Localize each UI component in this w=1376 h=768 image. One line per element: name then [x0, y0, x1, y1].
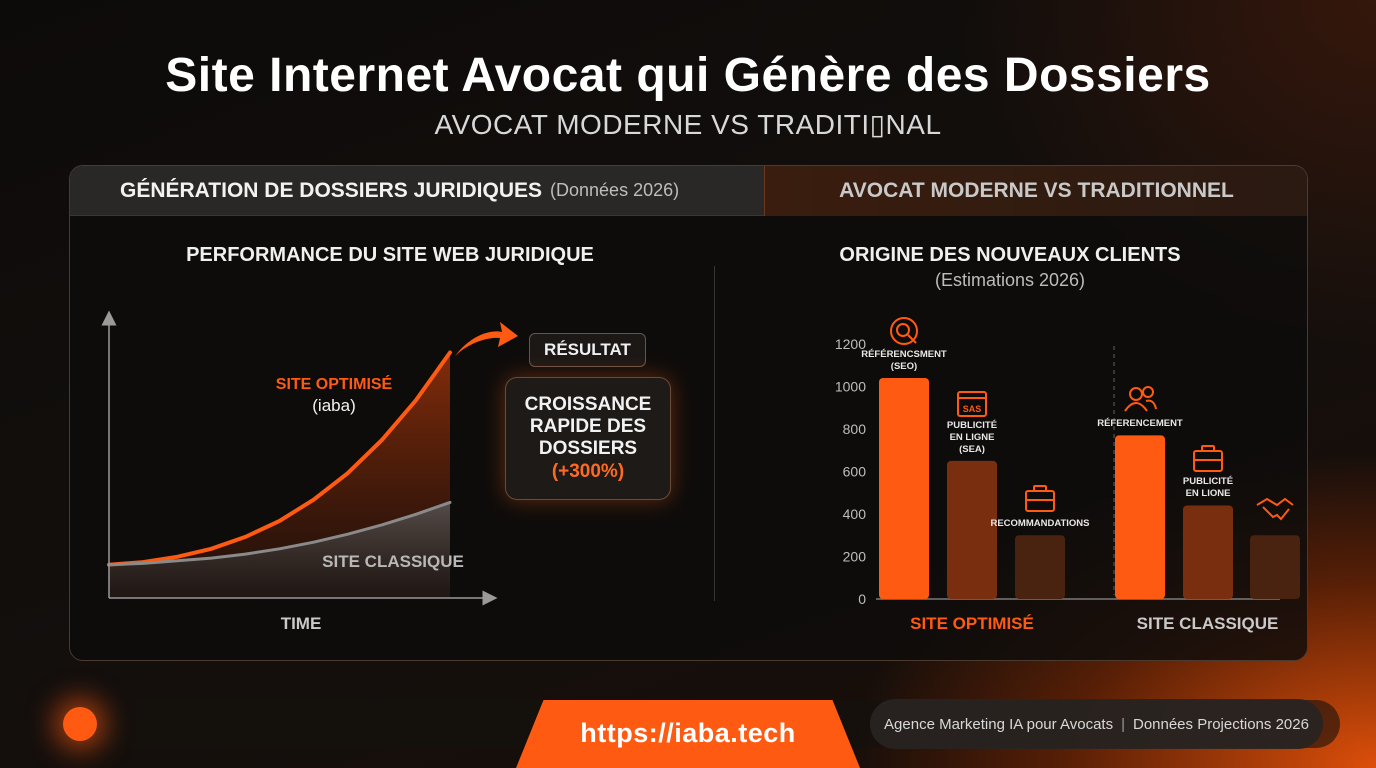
bar-label: (SEA)	[959, 444, 985, 455]
y-tick-label: 0	[858, 591, 866, 607]
y-tick-label: 1000	[835, 379, 866, 395]
result-line-3: DOSSIERS	[538, 437, 638, 459]
bar-label: EN LIGNE	[950, 432, 995, 443]
bar	[1250, 535, 1300, 599]
bar	[1015, 535, 1065, 599]
website-url[interactable]: https://iaba.tech	[580, 718, 796, 748]
result-line-2: RAPIDE DES	[529, 415, 647, 437]
bar	[879, 378, 929, 599]
url-tab-shape	[516, 700, 860, 768]
growth-x-label: TIME	[281, 614, 322, 633]
footer-tagline: Agence Marketing IA pour Avocats | Donné…	[870, 699, 1323, 749]
footer-tag-separator: |	[1121, 715, 1125, 733]
search-icon	[890, 317, 918, 345]
classic-area-line	[107, 500, 452, 567]
optimized-series-sub: (iaba)	[312, 396, 355, 415]
y-tick-label: 600	[843, 464, 867, 480]
website-link[interactable]: https://iaba.tech	[516, 700, 860, 768]
section-divider	[714, 266, 715, 601]
y-tick-label: 400	[843, 506, 867, 522]
comparison-panel: GÉNÉRATION DE DOSSIERS JURIDIQUES (Donné…	[69, 165, 1308, 661]
bar-label: EN LIONE	[1186, 488, 1231, 499]
result-arrow-icon	[455, 322, 518, 356]
tab-left-note: (Données 2026)	[550, 180, 680, 200]
bar-label: RÉFÉRENCSMENT	[861, 349, 947, 360]
growth-chart: TIME SITE OPTIMISÉ (iaba) SITE CLASSIQUE	[101, 310, 518, 633]
bar	[1115, 435, 1165, 599]
result-badge: RÉSULTAT	[529, 333, 646, 367]
ad-screen-icon: SAS	[957, 391, 987, 417]
handshake-icon	[1256, 497, 1294, 521]
optimized-area-line	[107, 350, 452, 567]
y-tick-label: 800	[843, 421, 867, 437]
page-subtitle: AVOCAT MODERNE VS TRADITI▯NAL	[434, 109, 942, 140]
glow-dot	[63, 707, 97, 741]
bar-label: RÉFERENCEMENT	[1097, 418, 1183, 429]
bar-label: PUBLICITÉ	[947, 420, 997, 431]
optimized-series-label: SITE OPTIMISÉ	[276, 374, 393, 393]
growth-result-box: CROISSANCE RAPIDE DES DOSSIERS (+300%)	[505, 377, 671, 500]
footer-tag-left: Agence Marketing IA pour Avocats	[884, 715, 1114, 733]
group-label: SITE CLASSIQUE	[1137, 614, 1279, 633]
clients-chart-note: (Estimations 2026)	[934, 270, 1086, 290]
bar	[947, 460, 997, 599]
y-tick-label: 200	[843, 549, 867, 565]
tab-generation-dossiers: GÉNÉRATION DE DOSSIERS JURIDIQUES (Donné…	[70, 166, 764, 216]
briefcase-icon	[1025, 485, 1055, 512]
page-title: Site Internet Avocat qui Génère des Doss…	[165, 49, 1211, 102]
ad-icon-text: SAS	[963, 404, 982, 414]
result-value: (+300%)	[551, 460, 625, 482]
tab-avocat-moderne: AVOCAT MODERNE VS TRADITIONNEL	[764, 166, 1307, 216]
footer-tag-right: Données Projections 2026	[1132, 715, 1309, 733]
y-tick-label: 1200	[835, 336, 866, 352]
bar-label: RECOMMANDATIONS	[990, 518, 1089, 529]
clients-chart-title: ORIGINE DES NOUVEAUX CLIENTS	[839, 244, 1181, 266]
group-label: SITE OPTIMISÉ	[910, 614, 1034, 633]
bar-label: PUBLICITÉ	[1183, 476, 1233, 487]
tab-right-title: AVOCAT MODERNE VS TRADITIONNEL	[839, 179, 1234, 202]
bar	[1183, 505, 1233, 599]
classic-series-label: SITE CLASSIQUE	[322, 552, 464, 571]
briefcase-icon	[1193, 445, 1223, 472]
users-icon	[1124, 386, 1157, 412]
growth-chart-title: PERFORMANCE DU SITE WEB JURIDIQUE	[186, 244, 594, 266]
result-line-1: CROISSANCE	[524, 393, 652, 415]
bar-label: (SEO)	[891, 361, 917, 372]
tab-left-title: GÉNÉRATION DE DOSSIERS JURIDIQUES	[120, 178, 543, 202]
